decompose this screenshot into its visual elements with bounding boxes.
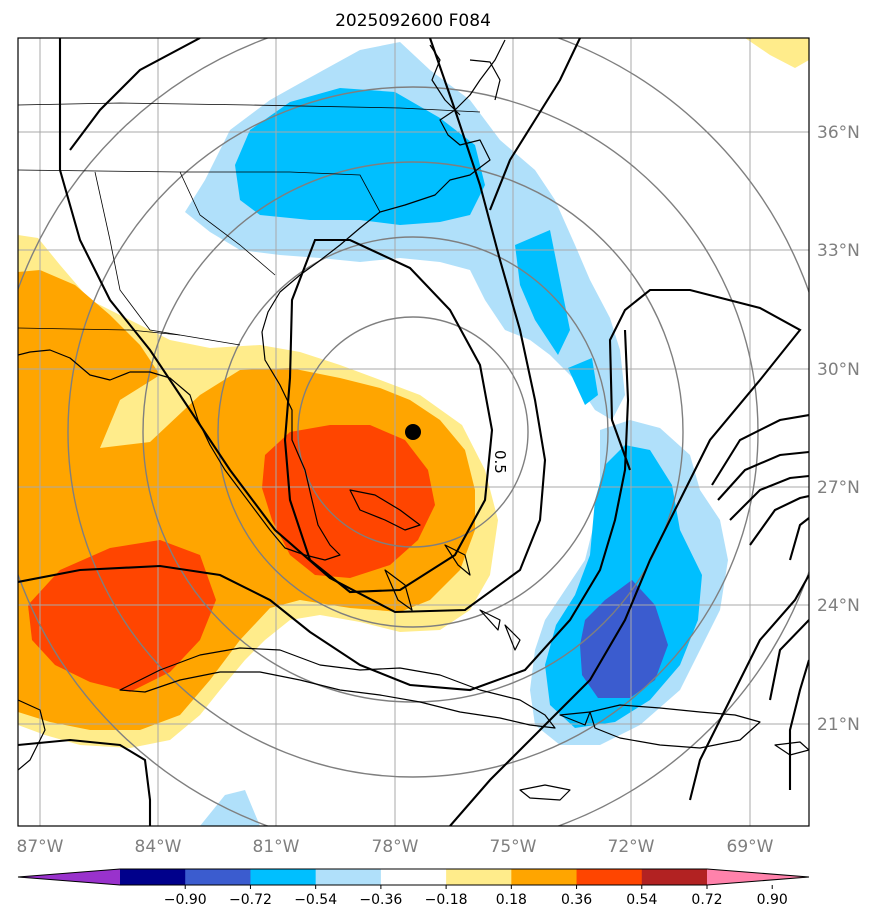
map-title: 2025092600 F084 [335,11,491,31]
anomaly-fill-layer [18,38,809,826]
colorbar-tick-label: −0.90 [164,892,207,908]
lon-label: 87°W [17,837,64,857]
map-frame [17,37,810,827]
anomaly-fill-royalblue [580,580,668,698]
lat-label: 30°N [817,360,860,380]
lon-label: 78°W [372,837,419,857]
colorbar-tick-label: 0.54 [626,892,657,908]
lat-label: 33°N [817,241,860,261]
anomaly-fill-skyblue-north [235,88,485,225]
colorbar-outline [17,868,810,886]
anomaly-fill-redorange-east [262,425,435,578]
lat-label: 27°N [817,478,860,498]
storm-center-marker [405,424,421,440]
latitude-labels: 36°N 33°N 30°N 27°N 24°N 21°N [817,123,860,735]
lat-label: 21°N [817,715,860,735]
lon-label: 69°W [727,837,774,857]
contour-lines [18,38,809,826]
colorbar-tick-label: −0.54 [294,892,337,908]
colorbar-extend-low [18,869,120,885]
colorbar-segment [315,869,382,885]
colorbar-tick-label: −0.36 [359,892,402,908]
lon-label: 84°W [135,837,182,857]
colorbar-segment [641,869,708,885]
colorbar-tick-label: 0.90 [757,892,788,908]
longitude-labels: 87°W 84°W 81°W 78°W 75°W 72°W 69°W [17,837,774,857]
anomaly-fill-skyblue-dot [568,358,598,405]
colorbar-tick-label: −0.18 [425,892,468,908]
anomaly-fill-redorange-west [28,540,216,692]
colorbar-tick-label: 0.72 [691,892,722,908]
state-borders [18,102,481,346]
map-panel: 0.5 [18,38,809,826]
colorbar-segment [120,869,186,885]
colorbar-segment [511,869,578,885]
colorbar-segment [380,869,447,885]
lat-label: 36°N [817,123,860,143]
colorbar-extend-high [707,869,809,885]
colorbar-segment [576,869,643,885]
colorbar-segment [185,869,251,885]
colorbar-tick-label: −0.72 [229,892,272,908]
contour-label: 0.5 [491,450,509,474]
colorbar-segment [250,869,317,885]
lat-label: 24°N [817,596,860,616]
anomaly-fill-yellow-corner [745,38,809,68]
colorbar-tick-label: 0.18 [496,892,527,908]
anomaly-fill-skyblue-mid [515,230,570,355]
lon-label: 75°W [490,837,537,857]
lon-label: 72°W [608,837,655,857]
colorbar: −0.90 −0.72 −0.54 −0.36 −0.18 0.18 0.36 0.54 0.7… [17,868,810,908]
colorbar-segment [446,869,512,885]
colorbar-tick-label: 0.36 [561,892,592,908]
lon-label: 81°W [253,837,300,857]
